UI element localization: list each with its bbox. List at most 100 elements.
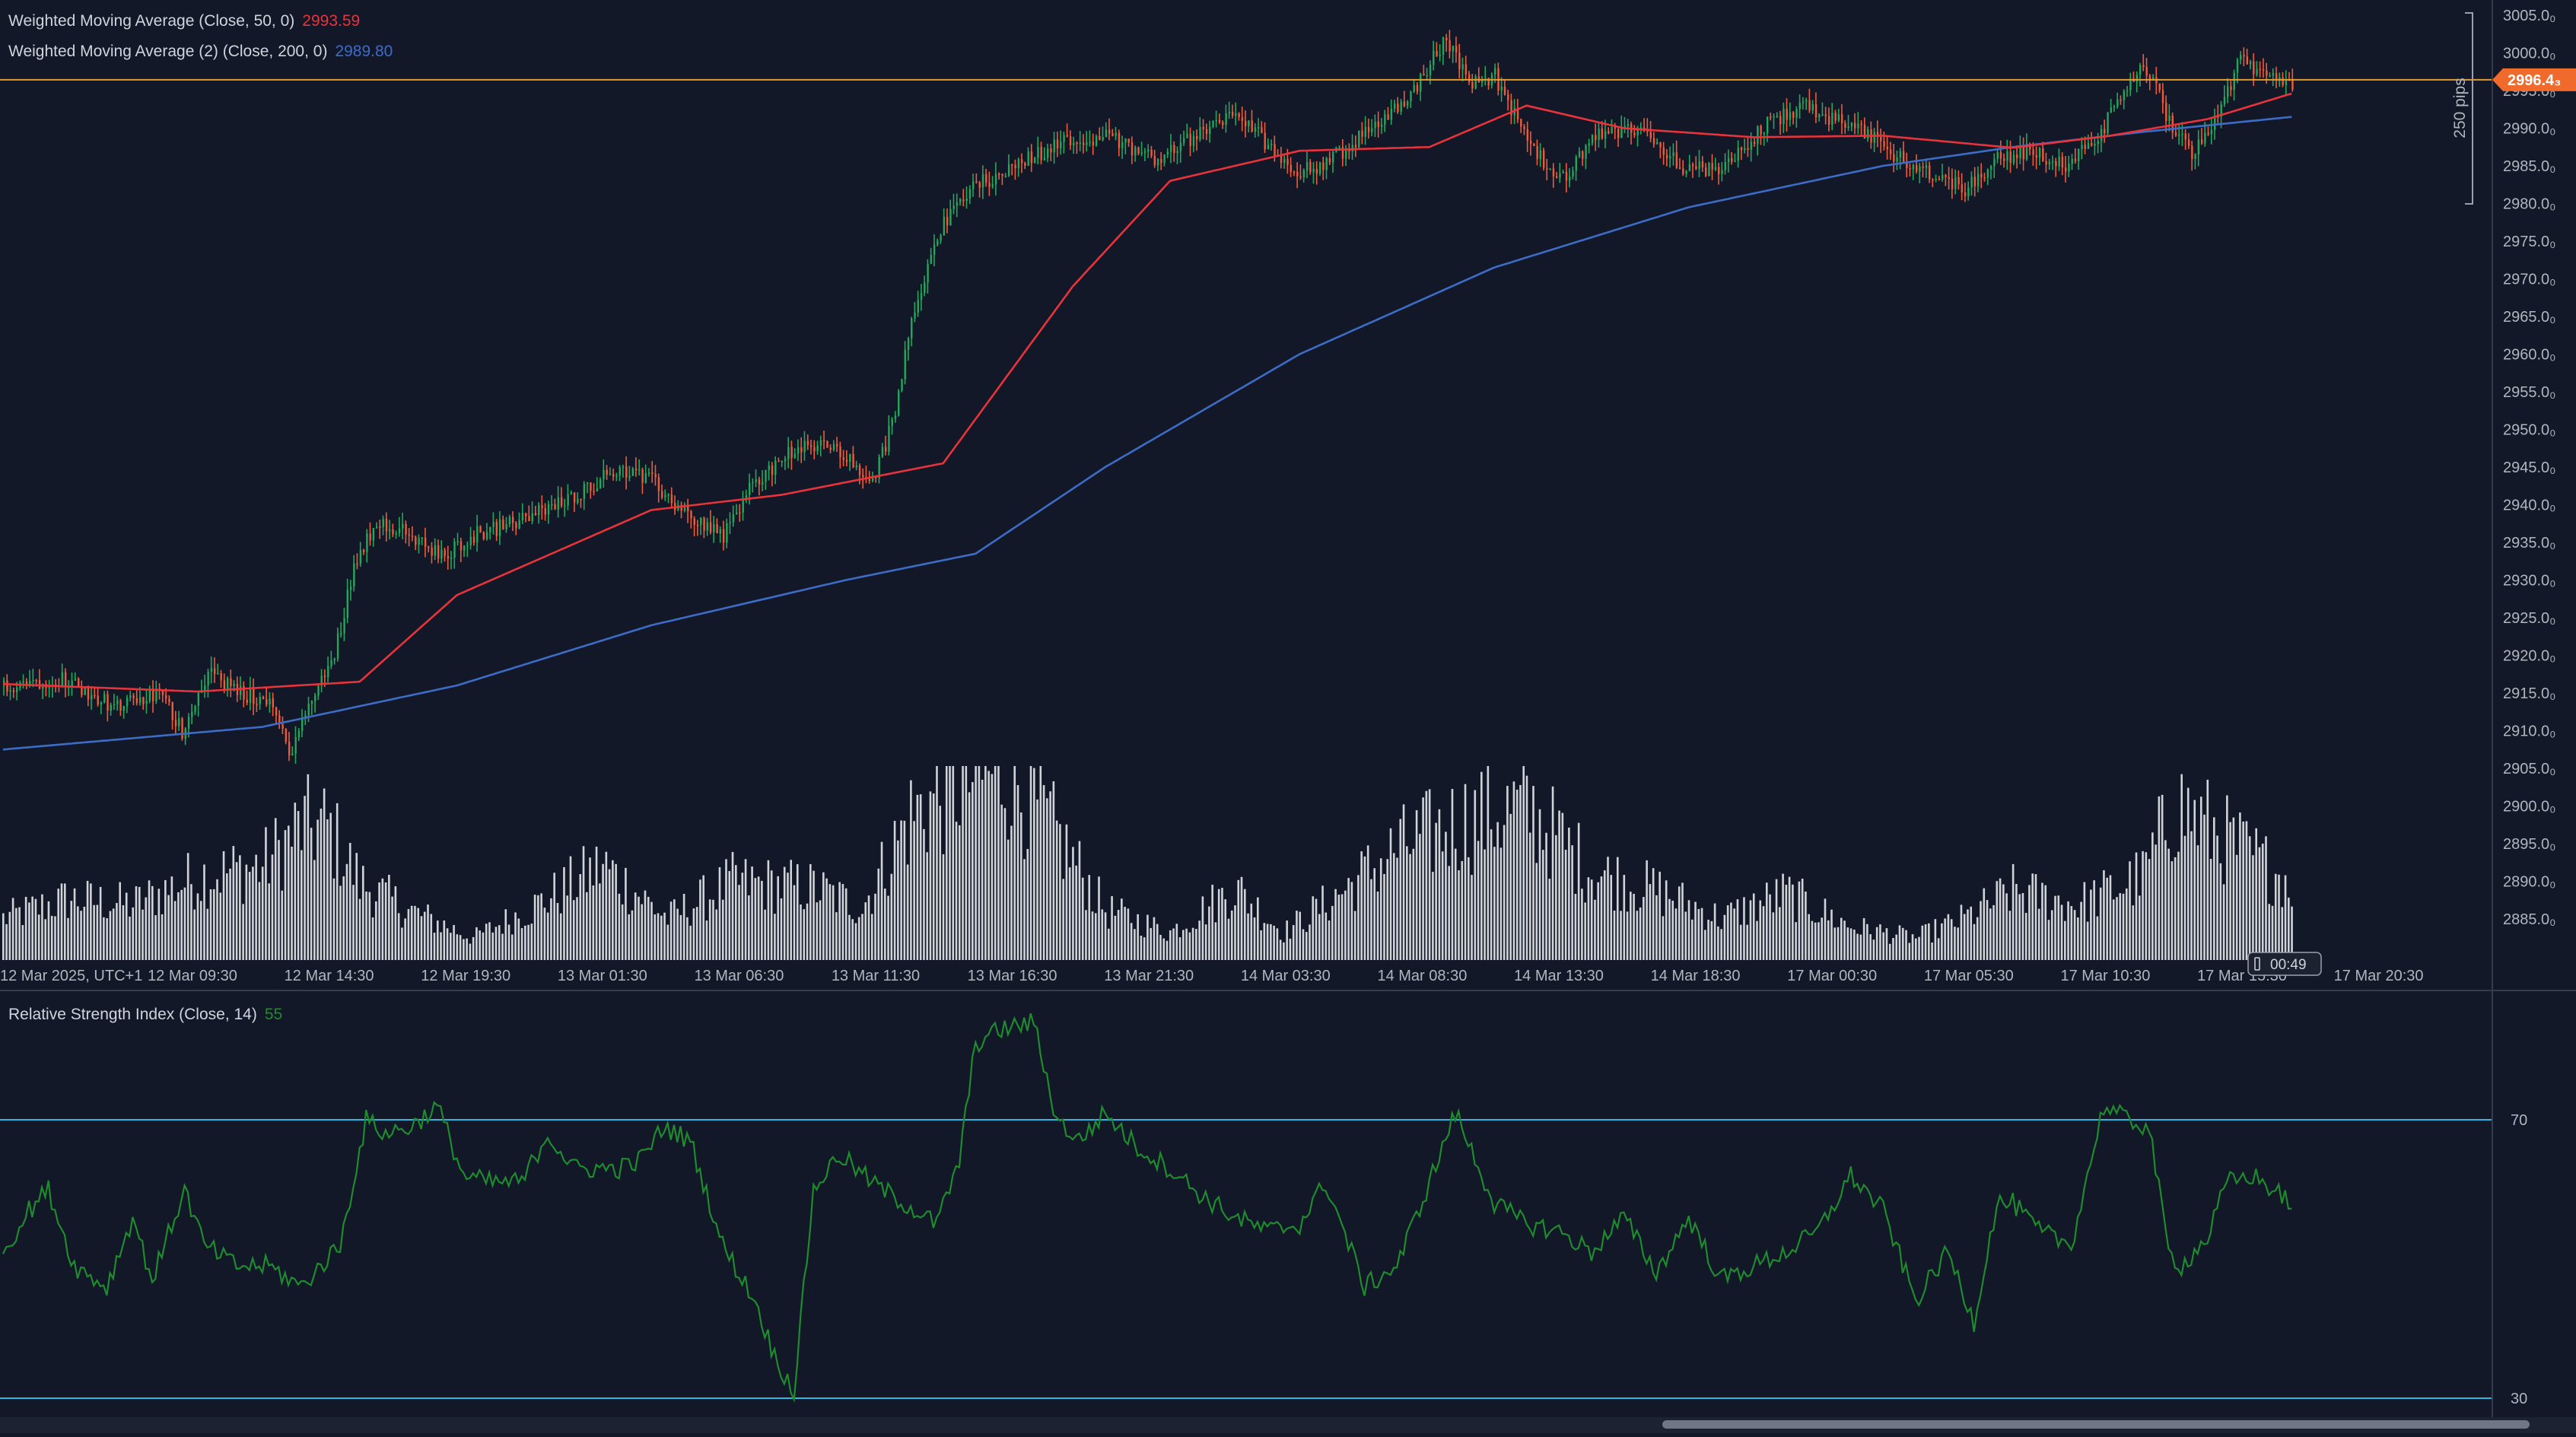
candle-body[interactable] (1854, 122, 1856, 129)
candle-body[interactable] (1296, 172, 1299, 176)
candle-body[interactable] (1747, 148, 1749, 150)
candle-body[interactable] (842, 457, 844, 460)
candle-body[interactable] (389, 529, 391, 532)
candle-body[interactable] (1374, 121, 1376, 129)
candle-body[interactable] (2249, 61, 2252, 65)
candle-body[interactable] (749, 482, 751, 496)
candle-body[interactable] (781, 461, 784, 463)
candle-body[interactable] (22, 681, 24, 683)
candle-body[interactable] (2061, 156, 2064, 168)
candle-body[interactable] (1458, 52, 1461, 70)
candle-body[interactable] (2113, 107, 2116, 108)
candle-body[interactable] (2071, 158, 2073, 164)
candle-body[interactable] (1302, 170, 1305, 177)
candle-body[interactable] (1238, 113, 1240, 118)
candle-body[interactable] (1516, 107, 1519, 119)
candle-body[interactable] (395, 533, 397, 535)
candle-body[interactable] (1757, 126, 1759, 145)
candle-body[interactable] (696, 524, 699, 526)
candle-body[interactable] (1274, 144, 1276, 156)
candle-body[interactable] (2236, 59, 2239, 73)
candle-body[interactable] (1546, 167, 1548, 170)
candle-body[interactable] (1225, 113, 1227, 126)
candle-body[interactable] (949, 208, 952, 226)
candle-body[interactable] (1556, 176, 1558, 178)
candle-body[interactable] (1309, 162, 1312, 173)
candle-body[interactable] (1896, 157, 1898, 162)
candle-body[interactable] (933, 244, 936, 256)
candle-body[interactable] (447, 556, 450, 559)
candle-body[interactable] (809, 445, 813, 447)
candle-body[interactable] (875, 476, 877, 478)
candle-body[interactable] (612, 474, 615, 477)
candle-body[interactable] (479, 526, 482, 533)
candle-body[interactable] (554, 504, 556, 510)
candle-body[interactable] (213, 668, 216, 674)
candle-body[interactable] (2220, 103, 2222, 117)
candle-body[interactable] (1086, 142, 1088, 145)
candle-body[interactable] (1461, 64, 1464, 70)
candle-body[interactable] (1724, 162, 1726, 170)
candle-body[interactable] (1808, 100, 1811, 111)
candle-body[interactable] (2266, 70, 2268, 76)
candle-body[interactable] (1487, 78, 1490, 86)
candle-body[interactable] (421, 537, 424, 539)
candle-body[interactable] (1176, 151, 1178, 153)
candle-body[interactable] (1919, 166, 1921, 172)
candle-body[interactable] (1118, 132, 1121, 148)
candle-body[interactable] (1474, 76, 1477, 89)
candle-body[interactable] (1701, 161, 1704, 167)
candle-body[interactable] (1562, 171, 1564, 173)
candle-body[interactable] (1030, 151, 1033, 164)
candle-body[interactable] (1578, 151, 1581, 157)
candle-body[interactable] (453, 541, 456, 558)
candle-body[interactable] (385, 519, 388, 532)
candle-body[interactable] (1529, 140, 1532, 144)
candle-body[interactable] (1740, 147, 1743, 151)
candle-body[interactable] (1770, 116, 1772, 118)
candle-body[interactable] (1980, 173, 1983, 178)
candle-body[interactable] (1069, 136, 1072, 146)
candle-body[interactable] (1598, 128, 1600, 141)
candle-body[interactable] (126, 698, 129, 707)
candle-body[interactable] (502, 519, 504, 529)
candle-body[interactable] (1847, 126, 1849, 129)
candle-body[interactable] (762, 482, 764, 485)
candle-body[interactable] (2246, 56, 2249, 65)
candle-body[interactable] (411, 536, 414, 537)
candle-body[interactable] (1520, 119, 1522, 127)
candle-body[interactable] (1669, 156, 1671, 159)
candle-body[interactable] (745, 495, 748, 499)
candle-body[interactable] (787, 447, 790, 459)
candle-body[interactable] (657, 477, 660, 491)
candle-body[interactable] (1993, 158, 1996, 167)
candle-body[interactable] (148, 689, 151, 701)
candle-body[interactable] (534, 513, 537, 515)
candle-body[interactable] (1354, 145, 1357, 148)
candle-body[interactable] (590, 482, 592, 491)
candle-body[interactable] (1533, 143, 1535, 147)
candle-body[interactable] (1880, 137, 1882, 141)
candle-body[interactable] (1092, 141, 1095, 146)
candle-body[interactable] (275, 707, 278, 716)
candle-body[interactable] (2187, 139, 2190, 147)
candle-body[interactable] (2058, 156, 2060, 167)
candle-body[interactable] (1954, 176, 1957, 189)
candle-body[interactable] (1559, 173, 1561, 178)
candle-body[interactable] (735, 512, 738, 515)
candle-body[interactable] (2243, 55, 2245, 57)
candle-body[interactable] (1565, 171, 1568, 181)
candle-body[interactable] (336, 633, 339, 660)
candle-body[interactable] (2285, 79, 2288, 85)
candle-body[interactable] (227, 678, 229, 690)
candle-body[interactable] (1614, 127, 1617, 129)
candle-body[interactable] (297, 730, 301, 738)
candle-body[interactable] (774, 460, 777, 475)
candle-body[interactable] (1027, 151, 1029, 166)
candle-body[interactable] (1912, 165, 1915, 170)
candle-body[interactable] (511, 517, 514, 523)
candle-body[interactable] (560, 497, 563, 506)
candle-body[interactable] (1160, 159, 1162, 164)
candle-body[interactable] (1695, 166, 1697, 170)
candle-body[interactable] (262, 697, 265, 699)
